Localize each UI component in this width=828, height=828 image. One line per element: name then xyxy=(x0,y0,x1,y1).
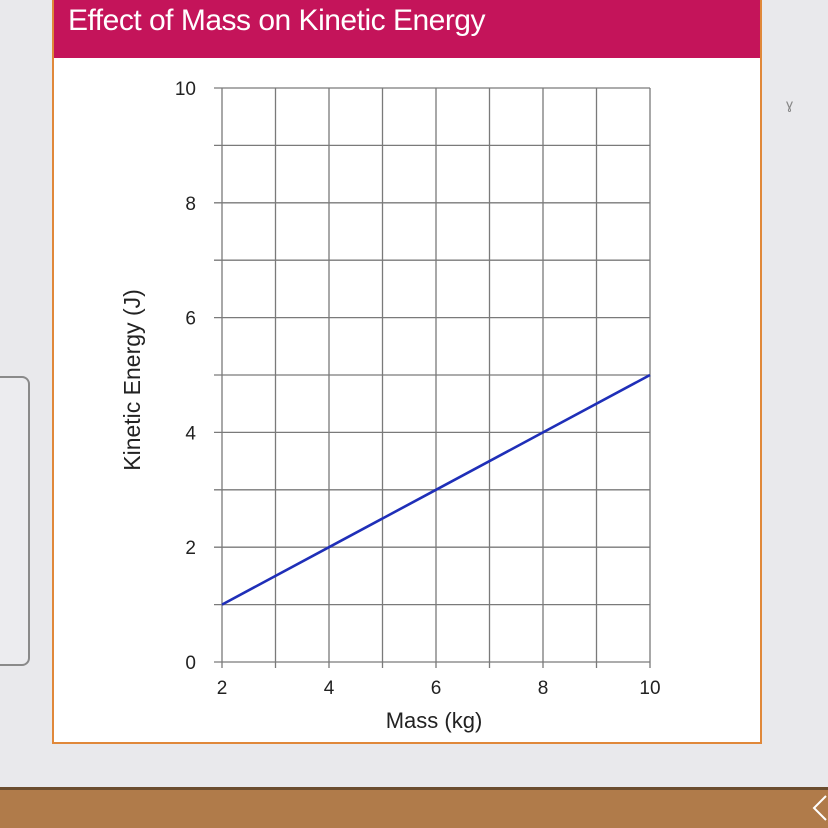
y-tick-label: 8 xyxy=(185,194,196,215)
left-side-panel xyxy=(0,376,30,666)
chart-card: Effect of Mass on Kinetic Energy xyxy=(52,0,762,744)
chevron-left-icon[interactable] xyxy=(808,790,828,822)
y-tick-label: 4 xyxy=(185,423,196,444)
series xyxy=(221,373,651,606)
y-tick-label: 0 xyxy=(185,653,196,674)
x-tick-label: 4 xyxy=(324,678,335,699)
chart-title: Effect of Mass on Kinetic Energy xyxy=(68,4,486,37)
x-tick-label: 8 xyxy=(538,678,549,699)
series-line xyxy=(221,373,651,606)
bottom-divider xyxy=(0,787,828,790)
y-tick-label: 10 xyxy=(175,79,196,100)
x-tick-label: 6 xyxy=(431,678,442,699)
y-tick-label: 6 xyxy=(185,309,196,330)
side-mark: ɣ xyxy=(786,96,794,112)
title-bar: Effect of Mass on Kinetic Energy xyxy=(54,0,760,58)
y-axis-label: Kinetic Energy (J) xyxy=(119,289,145,471)
grid xyxy=(214,87,651,668)
bottom-bar xyxy=(0,790,828,828)
x-tick-label: 2 xyxy=(217,678,228,699)
x-axis-label: Mass (kg) xyxy=(386,708,483,733)
y-tick-label: 2 xyxy=(185,538,196,559)
x-tick-label: 10 xyxy=(639,678,660,699)
